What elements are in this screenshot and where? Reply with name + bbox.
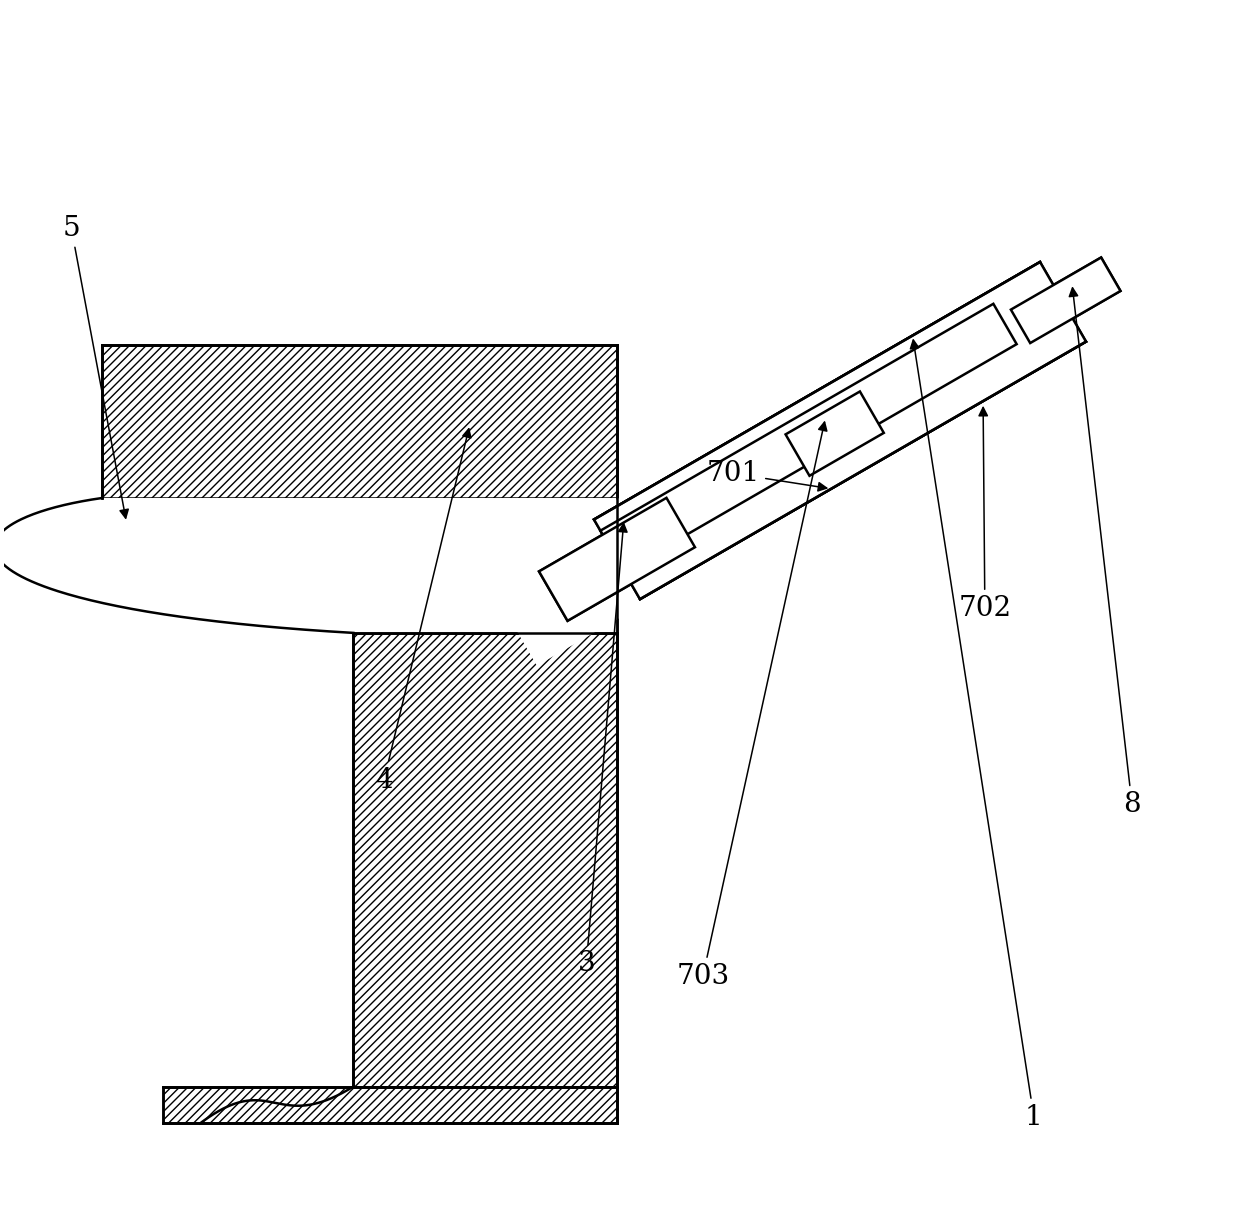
Text: 4: 4 <box>375 429 471 794</box>
Text: 701: 701 <box>707 460 827 490</box>
Text: 5: 5 <box>63 215 128 519</box>
Polygon shape <box>594 262 1086 600</box>
Text: 3: 3 <box>578 524 627 977</box>
Polygon shape <box>1011 258 1120 343</box>
Polygon shape <box>601 304 1017 571</box>
Polygon shape <box>539 498 695 621</box>
Polygon shape <box>786 392 884 476</box>
Polygon shape <box>601 304 1017 571</box>
Polygon shape <box>786 392 884 476</box>
Polygon shape <box>539 498 695 621</box>
Text: 702: 702 <box>959 408 1012 622</box>
Polygon shape <box>594 262 1086 600</box>
Polygon shape <box>353 633 617 1086</box>
Polygon shape <box>485 489 686 666</box>
Text: 1: 1 <box>911 340 1043 1131</box>
Text: 8: 8 <box>1070 288 1140 819</box>
Text: 703: 703 <box>676 422 827 989</box>
Polygon shape <box>102 344 617 498</box>
Polygon shape <box>0 498 617 633</box>
Polygon shape <box>1011 258 1120 343</box>
Polygon shape <box>163 1086 617 1123</box>
